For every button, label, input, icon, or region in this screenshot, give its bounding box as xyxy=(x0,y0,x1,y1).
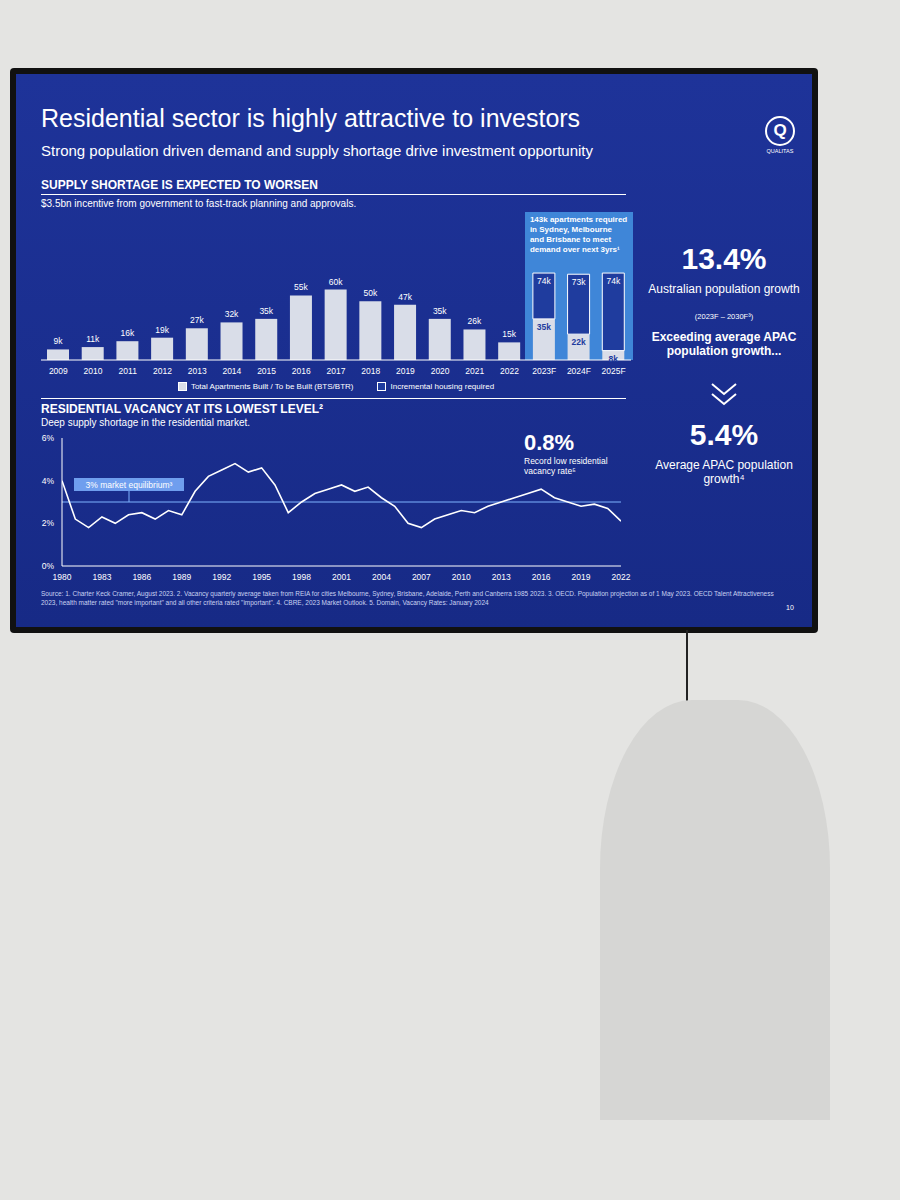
svg-text:2016: 2016 xyxy=(292,366,311,376)
svg-text:1980: 1980 xyxy=(53,572,72,582)
svg-text:2023F: 2023F xyxy=(532,366,556,376)
svg-text:27k: 27k xyxy=(190,315,204,325)
svg-text:2009: 2009 xyxy=(49,366,68,376)
html-text:Strong population driven deman: Strong population driven demand and supp… xyxy=(41,142,593,159)
svg-text:2018: 2018 xyxy=(361,366,380,376)
svg-text:2001: 2001 xyxy=(332,572,351,582)
svg-text:0%: 0% xyxy=(42,561,55,571)
svg-text:2025F: 2025F xyxy=(602,366,626,376)
svg-text:2004: 2004 xyxy=(372,572,391,582)
svg-text:2022: 2022 xyxy=(612,572,631,582)
svg-text:55k: 55k xyxy=(294,282,308,292)
html-text:Incremental housing required: Incremental housing required xyxy=(390,382,495,391)
svg-text:2011: 2011 xyxy=(119,366,138,376)
html-text:$3.5bn incentive from governme: $3.5bn incentive from government to fast… xyxy=(41,198,357,209)
svg-text:1998: 1998 xyxy=(292,572,311,582)
svg-text:32k: 32k xyxy=(225,309,239,319)
svg-text:1989: 1989 xyxy=(172,572,191,582)
svg-text:2021: 2021 xyxy=(465,366,484,376)
html-text:143k apartments required in Sy: 143k apartments required in Sydney, Melb… xyxy=(529,215,628,254)
svg-text:1983: 1983 xyxy=(92,572,111,582)
svg-text:3% market equilibrium³: 3% market equilibrium³ xyxy=(86,480,173,490)
svg-text:2022: 2022 xyxy=(500,366,519,376)
svg-text:8k: 8k xyxy=(609,354,619,364)
svg-text:2010: 2010 xyxy=(84,366,103,376)
svg-text:35k: 35k xyxy=(259,306,273,316)
html-text:Source: 1. Charter Keck Cramer: Source: 1. Charter Keck Cramer, August 2… xyxy=(41,590,774,606)
svg-text:19k: 19k xyxy=(155,325,169,335)
svg-text:74k: 74k xyxy=(606,276,620,286)
svg-text:26k: 26k xyxy=(468,316,482,326)
html-text:Total Apartments Built / To be: Total Apartments Built / To be Built (BT… xyxy=(190,382,354,391)
svg-text:9k: 9k xyxy=(54,336,64,346)
html-text:QUALITAS: QUALITAS xyxy=(766,148,794,154)
svg-text:15k: 15k xyxy=(502,329,516,339)
svg-text:2013: 2013 xyxy=(492,572,511,582)
svg-text:35k: 35k xyxy=(537,322,551,332)
svg-text:2019: 2019 xyxy=(572,572,591,582)
svg-text:1986: 1986 xyxy=(132,572,151,582)
html-text:Record low residential vacancy: Record low residential vacancy rate⁵ xyxy=(524,456,608,476)
svg-text:2010: 2010 xyxy=(452,572,471,582)
html-text:Q: Q xyxy=(773,121,787,140)
svg-text:2012: 2012 xyxy=(153,366,172,376)
html-text:Average APAC population growth: Average APAC population growth⁴ xyxy=(655,458,793,486)
html-text:(2023F – 2030F³): (2023F – 2030F³) xyxy=(694,312,754,321)
svg-text:6%: 6% xyxy=(42,433,55,443)
svg-text:16k: 16k xyxy=(121,328,135,338)
svg-text:2%: 2% xyxy=(42,518,55,528)
html-text:Australian population growth: Australian population growth xyxy=(648,282,800,296)
svg-text:35k: 35k xyxy=(433,306,447,316)
html-text:Residential sector is highly a: Residential sector is highly attractive … xyxy=(41,104,581,132)
svg-text:50k: 50k xyxy=(363,288,377,298)
html-text:5.4%: 5.4% xyxy=(689,418,759,451)
svg-text:2019: 2019 xyxy=(396,366,415,376)
html-text:13.4%: 13.4% xyxy=(681,242,767,275)
html-text:0.8%: 0.8% xyxy=(524,430,575,455)
html-text:SUPPLY SHORTAGE IS EXPECTED TO: SUPPLY SHORTAGE IS EXPECTED TO WORSEN xyxy=(41,178,318,192)
html-text:Exceeding average APAC populat: Exceeding average APAC population growth… xyxy=(651,330,797,358)
svg-text:11k: 11k xyxy=(86,334,100,344)
svg-text:2007: 2007 xyxy=(412,572,431,582)
html-text:10: 10 xyxy=(786,604,794,611)
svg-text:2015: 2015 xyxy=(257,366,276,376)
svg-text:2020: 2020 xyxy=(431,366,450,376)
svg-text:2013: 2013 xyxy=(188,366,207,376)
svg-text:22k: 22k xyxy=(571,337,585,347)
svg-text:2014: 2014 xyxy=(222,366,241,376)
svg-text:60k: 60k xyxy=(329,277,343,287)
svg-text:2024F: 2024F xyxy=(567,366,591,376)
svg-text:1995: 1995 xyxy=(252,572,271,582)
svg-text:1992: 1992 xyxy=(212,572,231,582)
svg-text:74k: 74k xyxy=(537,276,551,286)
svg-text:2017: 2017 xyxy=(327,366,346,376)
svg-text:73k: 73k xyxy=(572,277,586,287)
html-text:RESIDENTIAL VACANCY AT ITS LOW: RESIDENTIAL VACANCY AT ITS LOWEST LEVEL² xyxy=(41,402,323,416)
svg-text:2016: 2016 xyxy=(532,572,551,582)
svg-text:4%: 4% xyxy=(42,476,55,486)
html-text:Deep supply shortage in the re: Deep supply shortage in the residential … xyxy=(41,417,250,428)
svg-text:47k: 47k xyxy=(398,292,412,302)
